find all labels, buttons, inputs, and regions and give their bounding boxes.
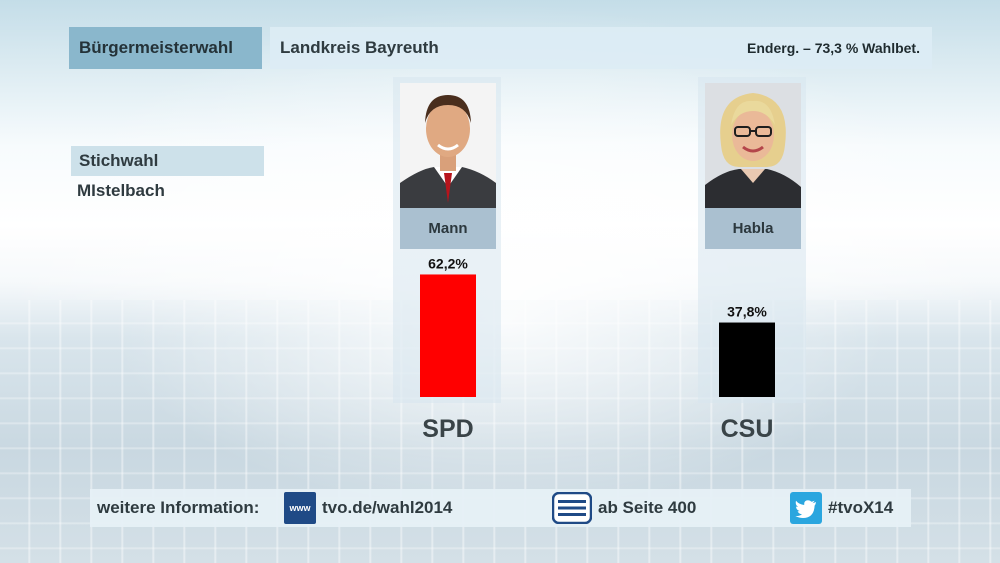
footer-bar: weitere Information: www tvo.de/wahl2014… <box>90 489 911 527</box>
candidate-name-2: Habla <box>705 208 801 249</box>
value-label-csu: 37,8% <box>727 304 767 320</box>
value-label-spd: 62,2% <box>428 255 468 271</box>
party-label-csu: CSU <box>721 415 774 443</box>
teletext-page: ab Seite 400 <box>598 498 697 517</box>
candidate-photo-2 <box>705 83 801 208</box>
footer-label: weitere Information: <box>97 498 260 517</box>
candidate-name-1: Mann <box>400 208 496 249</box>
place-label: MIstelbach <box>77 181 165 200</box>
hashtag: #tvoX14 <box>828 498 894 517</box>
result-status: Enderg. – 73,3 % Wahlbet. <box>747 40 920 56</box>
teletext-icon <box>551 491 593 525</box>
region-label: Landkreis Bayreuth <box>280 38 439 57</box>
page-title: Bürgermeisterwahl <box>69 27 262 69</box>
www-icon: www <box>284 492 316 524</box>
bar-csu <box>719 322 775 397</box>
candidate-photo-1 <box>400 83 496 208</box>
round-label: Stichwahl <box>71 146 264 176</box>
party-label-spd: SPD <box>422 415 473 443</box>
bar-spd <box>420 274 476 397</box>
twitter-icon[interactable] <box>790 492 822 524</box>
web-link[interactable]: tvo.de/wahl2014 <box>322 498 453 517</box>
header-bar: Landkreis Bayreuth Enderg. – 73,3 % Wahl… <box>270 27 932 69</box>
